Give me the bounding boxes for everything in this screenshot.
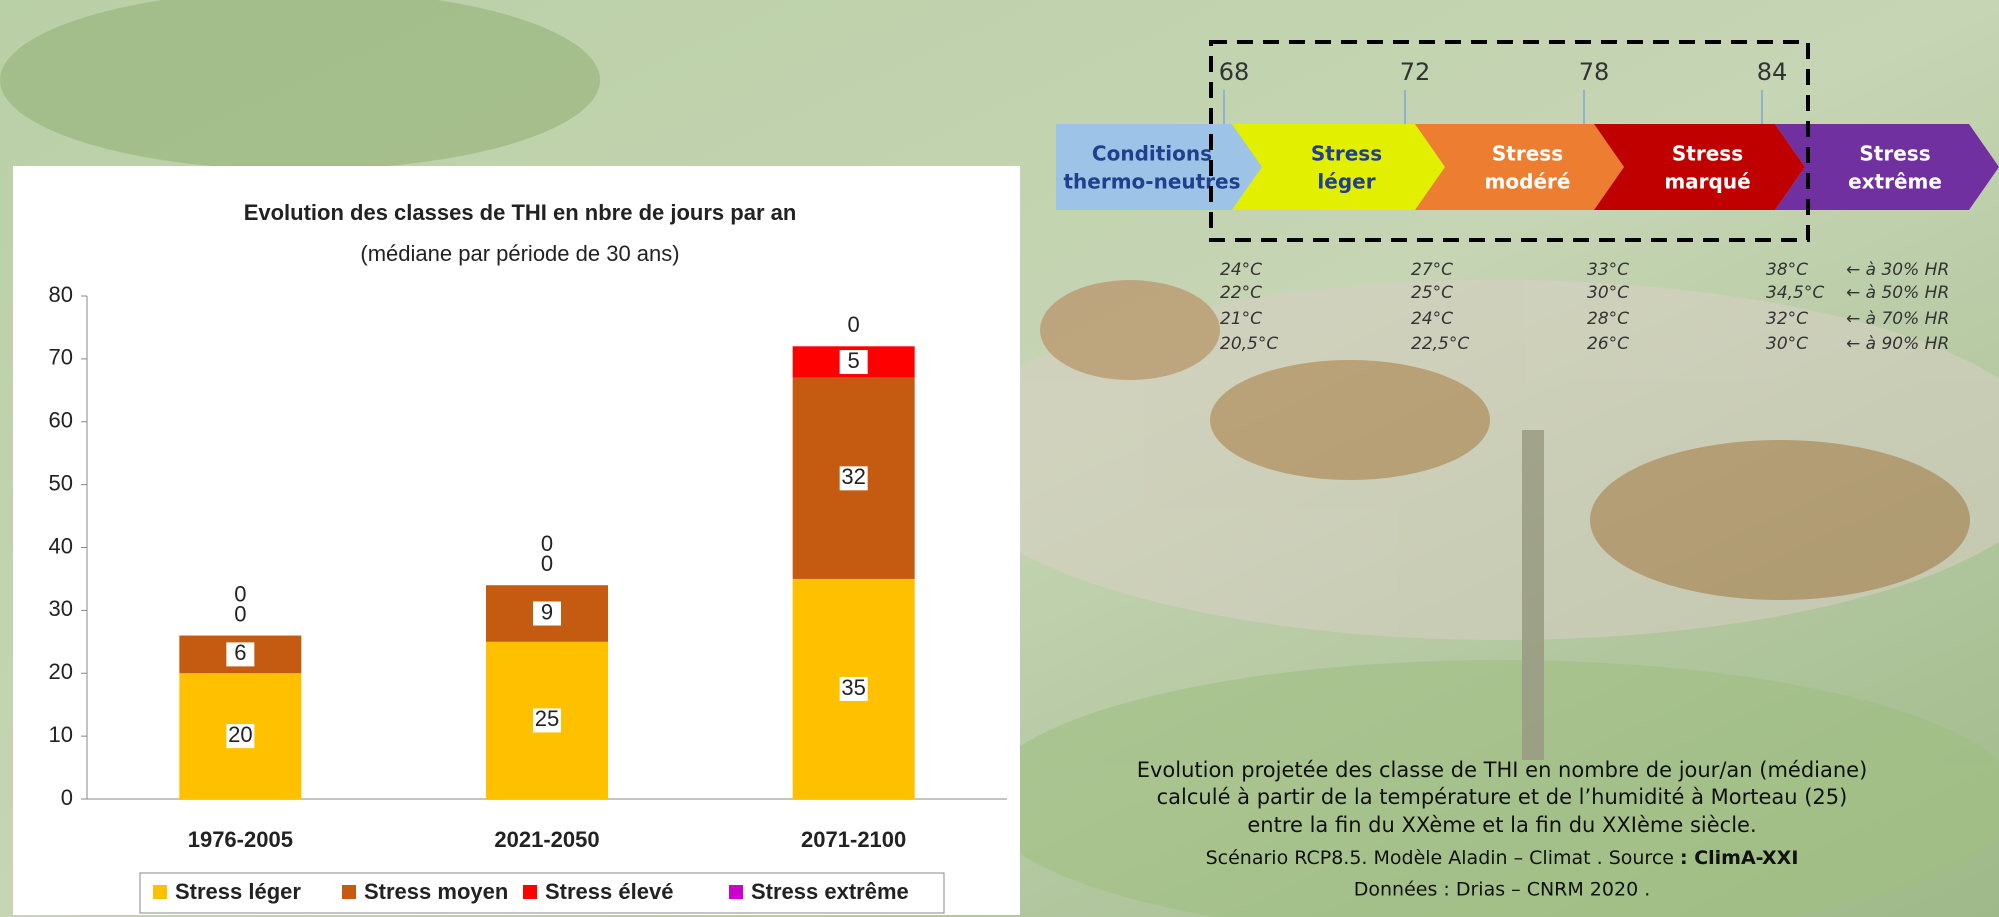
value-label-box xyxy=(226,642,255,667)
value-label-box xyxy=(533,708,561,733)
temperature-cell: 22,5°C xyxy=(1411,334,1469,354)
legend-swatch xyxy=(523,885,537,899)
source-prefix: Scénario RCP8.5. Modèle Aladin – Climat … xyxy=(1206,847,1680,869)
chart-subtitle: (médiane par période de 30 ans) xyxy=(360,241,679,266)
x-tick-label: 2021-2050 xyxy=(494,827,599,852)
stage-label: extrême xyxy=(1848,170,1942,194)
value-label: 0 xyxy=(234,601,246,626)
value-label: 9 xyxy=(541,599,553,624)
caption-data: Données : Drias – CNRM 2020 . xyxy=(1354,879,1651,901)
stage-chevron xyxy=(1594,124,1805,210)
value-label: 25 xyxy=(535,706,559,731)
humidity-label: ← à 30% HR xyxy=(1846,260,1949,280)
stage-label: marqué xyxy=(1664,170,1750,194)
temperature-cell: 24°C xyxy=(1220,260,1262,280)
legend-label: Stress extrême xyxy=(751,879,909,904)
source-name: : ClimA-XXI xyxy=(1680,847,1798,869)
temperature-cell: 30°C xyxy=(1587,283,1629,303)
stage-label: modéré xyxy=(1485,170,1571,194)
threshold-label: 72 xyxy=(1400,58,1431,86)
y-tick-label: 80 xyxy=(49,282,73,307)
value-label: 5 xyxy=(848,348,860,373)
stage-label: Conditions xyxy=(1092,142,1212,166)
stage-label: léger xyxy=(1317,170,1375,194)
caption-line: calculé à partir de la température et de… xyxy=(1157,785,1848,809)
stage-label: Stress xyxy=(1311,142,1382,166)
legend-label: Stress moyen xyxy=(364,879,508,904)
value-label: 20 xyxy=(228,722,252,747)
x-tick-label: 2071-2100 xyxy=(801,827,906,852)
legend-swatch xyxy=(342,885,356,899)
y-tick-label: 60 xyxy=(49,408,73,433)
stage-chevron xyxy=(1232,124,1445,210)
caption-source: Scénario RCP8.5. Modèle Aladin – Climat … xyxy=(1206,847,1799,869)
value-label: 32 xyxy=(841,464,865,489)
legend-label: Stress léger xyxy=(175,879,301,904)
value-label-box xyxy=(839,466,868,491)
stage-label: Stress xyxy=(1859,142,1930,166)
temperature-cell: 32°C xyxy=(1766,309,1808,329)
y-tick-label: 10 xyxy=(49,722,73,747)
value-label: 35 xyxy=(841,675,865,700)
caption-line: entre la fin du XXème et la fin du XXIèm… xyxy=(1247,813,1756,837)
y-tick-label: 30 xyxy=(49,596,73,621)
y-tick-label: 50 xyxy=(49,470,73,495)
value-label: 0 xyxy=(541,531,553,556)
legend-box xyxy=(139,872,945,914)
temperature-cell: 25°C xyxy=(1411,283,1453,303)
stage-chevron xyxy=(1415,124,1624,210)
threshold-label: 78 xyxy=(1579,58,1610,86)
temperature-cell: 27°C xyxy=(1411,260,1453,280)
caption-line: Evolution projetée des classe de THI en … xyxy=(1137,758,1868,782)
value-label: 0 xyxy=(848,312,860,337)
legend-label: Stress élevé xyxy=(545,879,673,904)
humidity-label: ← à 90% HR xyxy=(1846,334,1949,354)
stage-chevron xyxy=(1775,124,1999,210)
temperature-cell: 33°C xyxy=(1587,260,1629,280)
temperature-cell: 30°C xyxy=(1766,334,1808,354)
temperature-cell: 20,5°C xyxy=(1220,334,1278,354)
temperature-cell: 26°C xyxy=(1587,334,1629,354)
humidity-label: ← à 70% HR xyxy=(1846,309,1949,329)
legend-swatch xyxy=(729,885,743,899)
stage-label: thermo-neutres xyxy=(1063,170,1240,194)
temperature-cell: 21°C xyxy=(1220,309,1262,329)
humidity-label: ← à 50% HR xyxy=(1846,283,1949,303)
value-label-box xyxy=(839,350,868,375)
value-label: 6 xyxy=(234,640,246,665)
dashed-frame xyxy=(1209,40,1810,242)
y-tick-label: 40 xyxy=(49,533,73,558)
stage-label: Stress xyxy=(1672,142,1743,166)
stage-chevron xyxy=(1056,124,1262,210)
value-label-box xyxy=(226,724,255,749)
value-label-box xyxy=(839,676,868,701)
temperature-cell: 34,5°C xyxy=(1766,283,1824,303)
value-label: 0 xyxy=(541,551,553,576)
y-tick-label: 20 xyxy=(49,659,73,684)
legend-swatch xyxy=(153,885,167,899)
threshold-label: 84 xyxy=(1757,58,1788,86)
value-label: 0 xyxy=(234,581,246,606)
chart-title: Evolution des classes de THI en nbre de … xyxy=(244,200,797,225)
stage-label: Stress xyxy=(1492,142,1563,166)
y-tick-label: 70 xyxy=(49,345,73,370)
temperature-cell: 38°C xyxy=(1766,260,1808,280)
temperature-cell: 22°C xyxy=(1220,283,1262,303)
temperature-cell: 28°C xyxy=(1587,309,1629,329)
temperature-cell: 24°C xyxy=(1411,309,1453,329)
y-tick-label: 0 xyxy=(61,785,73,810)
x-tick-label: 1976-2005 xyxy=(188,827,293,852)
value-label-box xyxy=(533,601,561,626)
threshold-label: 68 xyxy=(1219,58,1250,86)
